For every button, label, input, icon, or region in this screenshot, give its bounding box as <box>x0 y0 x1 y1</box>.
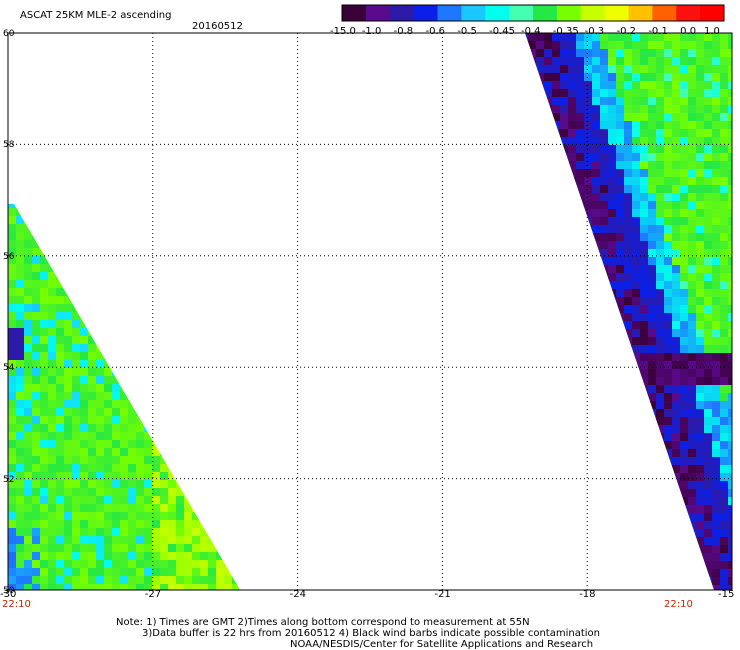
colorbar-swatch <box>652 5 677 21</box>
note-line-1: Note: 1) Times are GMT 2)Times along bot… <box>116 617 530 628</box>
time-label-left: 22:10 <box>2 599 31 610</box>
colorbar-swatch <box>365 5 391 21</box>
colorbar-swatch <box>509 5 534 21</box>
x-tick-label: -27 <box>144 589 162 600</box>
colorbar-label: -0.3 <box>584 26 605 37</box>
colorbar-label: -0.2 <box>616 26 637 37</box>
y-tick-label: 60 <box>3 29 15 39</box>
colorbar-swatch <box>604 5 629 21</box>
colorbar <box>341 4 725 22</box>
x-tick-label: -24 <box>289 589 306 600</box>
colorbar-swatch <box>342 5 367 21</box>
colorbar-label: -0.35 <box>552 26 579 37</box>
colorbar-label: -15.0 <box>330 26 356 37</box>
colorbar-swatch <box>676 5 701 21</box>
colorbar-label: -0.45 <box>489 26 516 37</box>
colorbar-label: -0.1 <box>648 26 668 37</box>
x-tick-label: -30 <box>0 589 17 600</box>
colorbar-frame <box>341 4 725 22</box>
colorbar-label: -1.0 <box>361 26 382 37</box>
colorbar-label: 0.0 <box>680 26 697 37</box>
colorbar-swatch <box>628 5 653 21</box>
y-tick-label: 52 <box>3 474 15 485</box>
y-tick-label: 54 <box>3 363 15 374</box>
time-label-right: 22:10 <box>664 599 693 610</box>
note-line-2: 3)Data buffer is 22 hrs from 20160512 4)… <box>142 628 600 639</box>
plot-frame <box>7 32 733 591</box>
chart-date: 20160512 <box>192 21 243 32</box>
y-tick-label: 50 <box>3 586 15 596</box>
x-tick-label: -15 <box>718 589 735 600</box>
y-tick-label: 58 <box>3 140 15 151</box>
y-tick-label: 56 <box>3 251 15 262</box>
colorbar-swatch <box>556 5 582 21</box>
colorbar-swatch <box>580 5 606 21</box>
x-tick-label: -18 <box>579 589 596 600</box>
colorbar-label: -0.5 <box>457 26 477 37</box>
swath-east <box>525 33 732 590</box>
colorbar-label: -0.6 <box>425 26 446 37</box>
note-line-3: NOAA/NESDIS/Center for Satellite Applica… <box>290 639 594 650</box>
colorbar-swatch <box>485 5 510 21</box>
colorbar-swatch <box>461 5 486 21</box>
colorbar-swatch <box>389 5 415 21</box>
colorbar-swatch <box>413 5 438 21</box>
colorbar-swatch <box>533 5 558 21</box>
colorbar-swatch <box>437 5 462 21</box>
chart-title: ASCAT 25KM MLE-2 ascending <box>20 10 172 21</box>
x-tick-label: -21 <box>434 589 451 600</box>
colorbar-label: 1.0 <box>704 26 720 37</box>
colorbar-label: -0.8 <box>393 26 414 37</box>
swath-west <box>8 204 240 590</box>
colorbar-swatch <box>700 5 725 21</box>
colorbar-label: -0.4 <box>521 26 541 37</box>
